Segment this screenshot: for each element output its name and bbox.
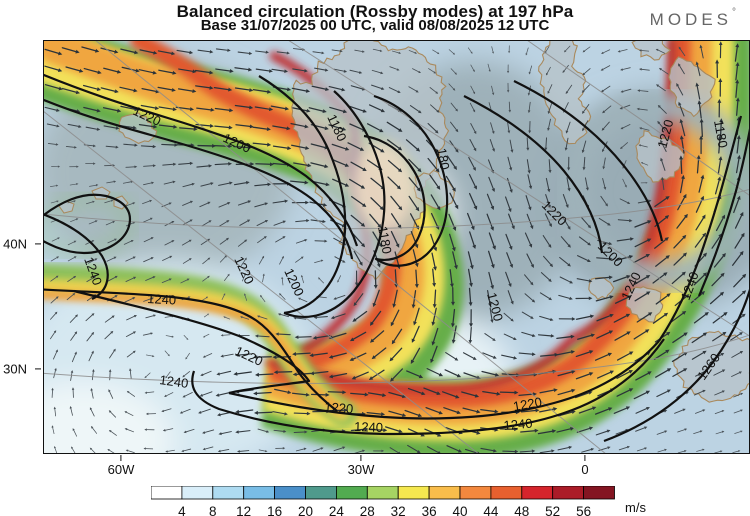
svg-text:8: 8 <box>209 504 217 516</box>
svg-text:16: 16 <box>267 504 282 516</box>
svg-text:12: 12 <box>236 504 251 516</box>
svg-text:1220: 1220 <box>324 399 354 416</box>
svg-text:52: 52 <box>545 504 560 516</box>
svg-text:28: 28 <box>360 504 375 516</box>
svg-text:40: 40 <box>452 504 467 516</box>
svg-text:36: 36 <box>422 504 437 516</box>
svg-text:32: 32 <box>391 504 406 516</box>
svg-text:48: 48 <box>514 504 529 516</box>
svg-text:44: 44 <box>483 504 499 516</box>
svg-text:4: 4 <box>178 504 186 516</box>
svg-text:24: 24 <box>329 504 345 516</box>
svg-text:1240: 1240 <box>354 419 383 435</box>
svg-text:1240: 1240 <box>503 416 533 433</box>
svg-text:20: 20 <box>298 504 313 516</box>
svg-text:56: 56 <box>576 504 591 516</box>
svg-text:1240: 1240 <box>147 291 177 307</box>
